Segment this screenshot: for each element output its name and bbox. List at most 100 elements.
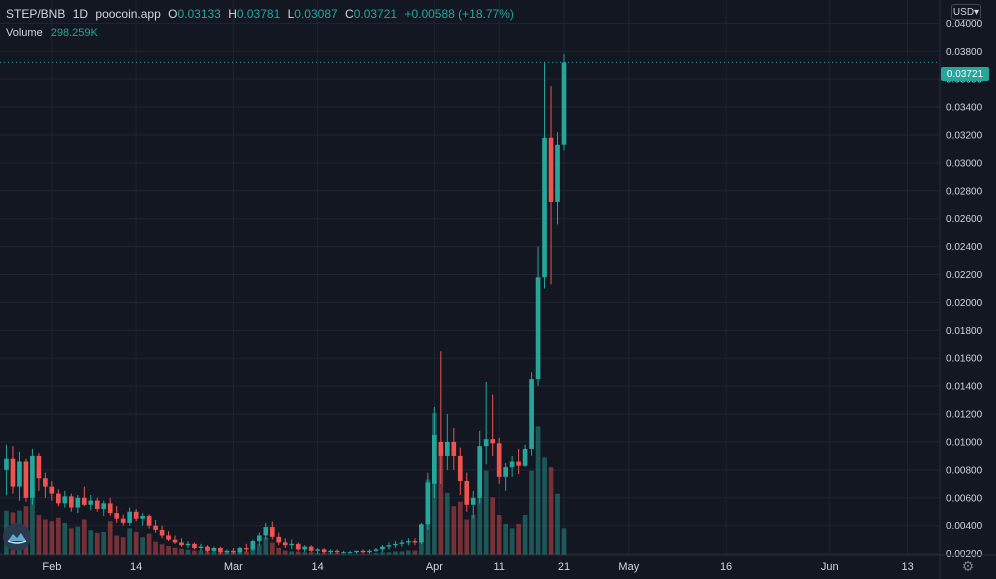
- candle-body: [328, 550, 333, 553]
- y-tick-label: 0.02000: [946, 298, 983, 309]
- high-value: 0.03781: [236, 7, 281, 21]
- candle-body: [250, 541, 256, 550]
- high-key: H: [228, 7, 237, 21]
- candle-body: [198, 546, 204, 549]
- x-tick-label: 14: [130, 561, 142, 573]
- candle-body: [451, 441, 457, 456]
- candle-body: [127, 511, 132, 523]
- interval-label[interactable]: 1D: [72, 7, 89, 21]
- volume-bar: [159, 544, 165, 555]
- volume-bar: [133, 531, 139, 555]
- candle-body: [535, 277, 541, 380]
- volume-bar: [561, 528, 567, 555]
- volume-bar: [289, 551, 295, 555]
- currency-select[interactable]: USD ▾: [951, 4, 981, 20]
- volume-bar: [49, 521, 55, 555]
- volume-bar: [172, 547, 178, 555]
- candle-body: [263, 527, 269, 536]
- volume-bar: [457, 501, 463, 555]
- x-tick-label: Feb: [42, 561, 61, 573]
- volume-bar: [490, 497, 496, 555]
- volume-bar: [373, 553, 379, 555]
- gear-icon[interactable]: ⚙: [961, 558, 975, 574]
- low-value: 0.03087: [294, 7, 338, 21]
- symbol-name[interactable]: STEP/BNB: [6, 7, 66, 21]
- y-tick-label: 0.01200: [946, 410, 983, 421]
- candle-body: [406, 541, 411, 543]
- volume-bar: [30, 484, 35, 555]
- candle-body: [211, 548, 217, 551]
- candle-body: [347, 552, 353, 554]
- time-axis[interactable]: Feb 14 Mar 14 Apr 11 21 May 16 Jun 13: [0, 554, 996, 573]
- logo-icon[interactable]: [3, 523, 31, 551]
- y-tick-label: 0.03400: [946, 103, 983, 114]
- volume-bar: [295, 551, 301, 555]
- candle-body: [244, 548, 249, 550]
- chevron-down-icon: ▾: [974, 6, 980, 18]
- candle-body: [218, 548, 223, 553]
- volume-bar: [75, 526, 81, 555]
- currency-label: USD: [952, 6, 975, 18]
- y-tick-label: 0.03200: [946, 130, 983, 141]
- candle-body: [464, 481, 470, 505]
- volume-bar: [211, 551, 217, 555]
- volume-bar: [166, 546, 171, 555]
- volume-bar: [179, 548, 184, 555]
- volume-bar: [88, 530, 94, 555]
- volume-bar: [503, 523, 508, 555]
- y-tick-label: 0.02400: [946, 242, 983, 253]
- volume-bar: [470, 515, 476, 555]
- volume-bar: [321, 553, 327, 555]
- x-tick-label: 16: [720, 561, 732, 573]
- close-value: 0.03721: [353, 7, 398, 21]
- volume-bar: [555, 493, 560, 555]
- volume-bar: [535, 426, 541, 555]
- candle-body: [302, 546, 308, 550]
- volume-bar: [231, 552, 236, 555]
- volume-bar: [386, 552, 392, 555]
- candle-body: [166, 535, 171, 540]
- low-key: L: [287, 7, 295, 21]
- volume-bar: [399, 551, 405, 555]
- volume-bar: [62, 523, 68, 555]
- volume-bar: [412, 550, 418, 555]
- volume-bar: [107, 521, 113, 555]
- volume-bar: [146, 533, 152, 555]
- volume-bar: [244, 551, 249, 555]
- candle-body: [10, 458, 16, 487]
- candle-body: [386, 545, 392, 547]
- candle-body: [496, 443, 502, 477]
- y-tick-label: 0.03800: [946, 47, 983, 58]
- grid: [0, 0, 940, 555]
- candle-body: [380, 546, 385, 550]
- candle-body: [548, 137, 554, 202]
- candle-body: [354, 550, 359, 553]
- candle-body: [393, 543, 398, 546]
- y-tick-label: 0.00800: [946, 465, 983, 476]
- volume-bar: [120, 537, 126, 555]
- candle-body: [172, 539, 178, 543]
- candle-body: [419, 524, 424, 543]
- volume-bar: [529, 470, 534, 555]
- volume-bar: [542, 457, 547, 555]
- candle-body: [49, 486, 55, 494]
- volume-bar: [153, 541, 158, 555]
- price-axis[interactable]: 0.040000.038000.036000.034000.032000.030…: [939, 0, 983, 579]
- volume-bar: [205, 551, 210, 555]
- candle-body: [23, 461, 29, 498]
- candle-body: [341, 552, 346, 554]
- candle-body: [490, 439, 496, 444]
- volume-bar: [315, 553, 320, 555]
- candle-body: [179, 542, 184, 546]
- volume-bar: [140, 537, 145, 555]
- candle-body: [470, 497, 476, 505]
- volume-bar: [444, 492, 450, 555]
- candle-body: [276, 536, 282, 543]
- volume-bar: [522, 515, 528, 555]
- candle-body: [334, 550, 340, 553]
- y-tick-label: 0.01000: [946, 437, 983, 448]
- candle-body: [516, 461, 521, 466]
- x-tick-label: 21: [558, 561, 570, 573]
- candle-body: [269, 527, 275, 537]
